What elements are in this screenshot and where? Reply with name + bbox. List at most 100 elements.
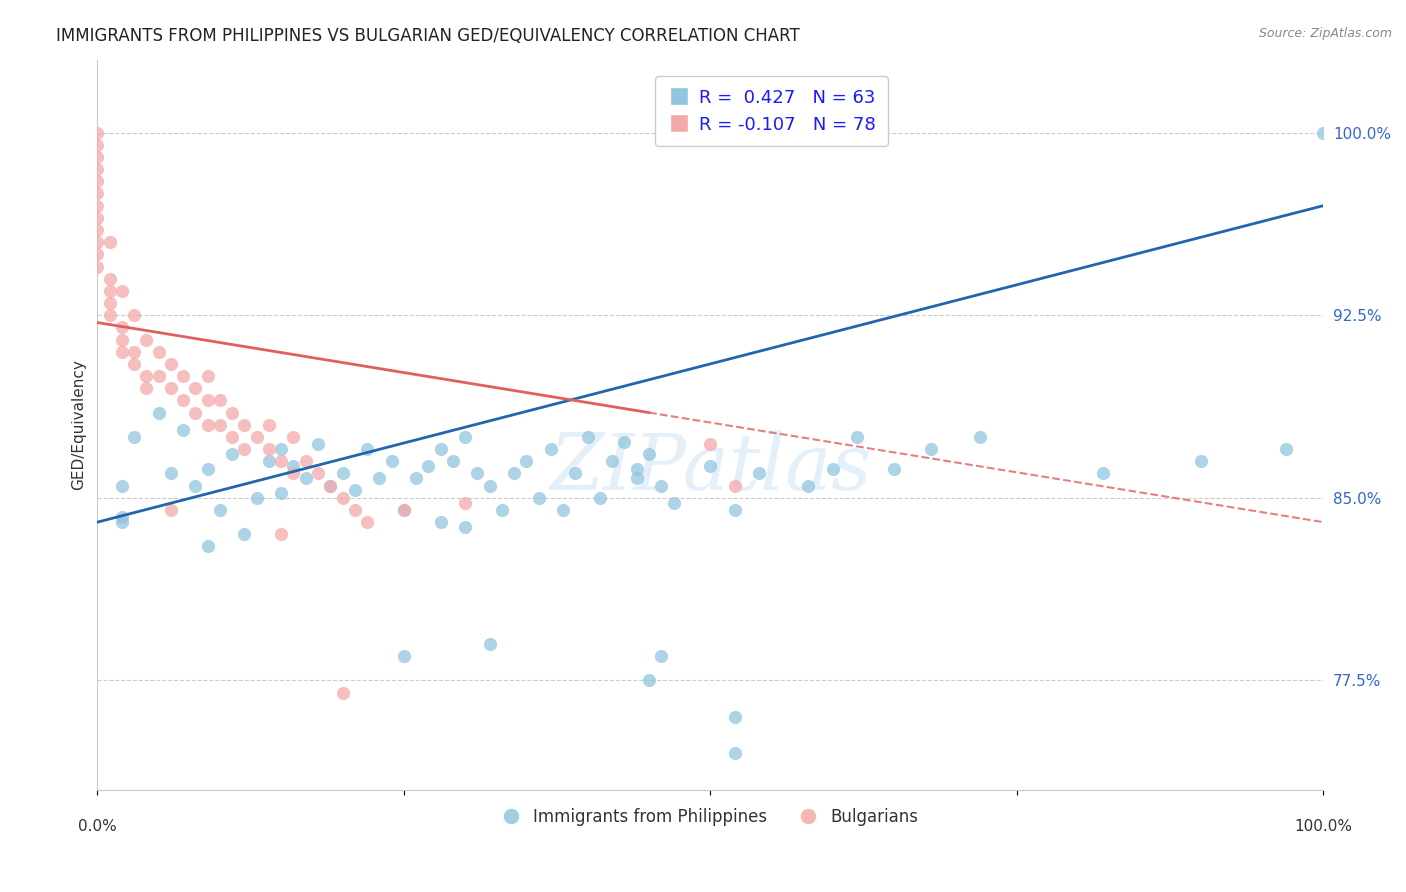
Point <box>381 454 404 468</box>
Point <box>650 478 672 492</box>
Point <box>429 442 451 456</box>
Point <box>98 271 121 285</box>
Point <box>111 320 134 334</box>
Point <box>221 447 243 461</box>
Point <box>1189 454 1212 468</box>
Point <box>368 471 391 485</box>
Point <box>148 406 170 420</box>
Point <box>86 150 108 164</box>
Point <box>86 186 108 201</box>
Point <box>332 491 354 505</box>
Point <box>160 381 183 395</box>
Point <box>626 461 648 475</box>
Point <box>197 393 219 408</box>
Point <box>160 503 183 517</box>
Point <box>135 381 157 395</box>
Point <box>208 393 231 408</box>
Point <box>122 430 145 444</box>
Point <box>589 491 612 505</box>
Point <box>356 515 378 529</box>
Point <box>467 467 489 481</box>
Point <box>1275 442 1298 456</box>
Point <box>405 471 427 485</box>
Point <box>724 478 747 492</box>
Point <box>392 503 415 517</box>
Point <box>307 467 329 481</box>
Point <box>172 423 194 437</box>
Point <box>257 442 280 456</box>
Point <box>441 454 464 468</box>
Point <box>283 430 305 444</box>
Point <box>503 467 526 481</box>
Point <box>257 454 280 468</box>
Point <box>491 503 513 517</box>
Point <box>540 442 562 456</box>
Point <box>699 437 721 451</box>
Point <box>257 417 280 432</box>
Point <box>86 235 108 250</box>
Point <box>846 430 869 444</box>
Point <box>600 454 623 468</box>
Point <box>1091 467 1114 481</box>
Point <box>343 503 366 517</box>
Point <box>626 471 648 485</box>
Point <box>98 235 121 250</box>
Point <box>246 430 269 444</box>
Point <box>576 430 599 444</box>
Point <box>515 454 537 468</box>
Point <box>172 393 194 408</box>
Point <box>724 710 747 724</box>
Point <box>294 471 316 485</box>
Text: Source: ZipAtlas.com: Source: ZipAtlas.com <box>1258 27 1392 40</box>
Point <box>478 637 501 651</box>
Point <box>86 126 108 140</box>
Point <box>160 467 183 481</box>
Point <box>1312 126 1334 140</box>
Point <box>356 442 378 456</box>
Point <box>662 496 685 510</box>
Point <box>319 478 342 492</box>
Point <box>748 467 770 481</box>
Point <box>122 344 145 359</box>
Point <box>86 211 108 225</box>
Point <box>111 515 134 529</box>
Point <box>283 467 305 481</box>
Point <box>86 223 108 237</box>
Point <box>920 442 942 456</box>
Point <box>478 478 501 492</box>
Point <box>638 447 661 461</box>
Point <box>135 369 157 384</box>
Point <box>86 199 108 213</box>
Point <box>392 503 415 517</box>
Text: 100.0%: 100.0% <box>1295 819 1353 834</box>
Point <box>148 369 170 384</box>
Point <box>111 510 134 524</box>
Point <box>724 503 747 517</box>
Point <box>86 247 108 261</box>
Point <box>184 381 207 395</box>
Point <box>197 369 219 384</box>
Point <box>294 454 316 468</box>
Point <box>122 357 145 371</box>
Point <box>883 461 905 475</box>
Point <box>418 459 440 474</box>
Point <box>98 308 121 322</box>
Point <box>724 747 747 761</box>
Point <box>221 406 243 420</box>
Text: IMMIGRANTS FROM PHILIPPINES VS BULGARIAN GED/EQUIVALENCY CORRELATION CHART: IMMIGRANTS FROM PHILIPPINES VS BULGARIAN… <box>56 27 800 45</box>
Point <box>454 496 477 510</box>
Point <box>233 527 256 541</box>
Point <box>246 491 269 505</box>
Point <box>233 442 256 456</box>
Point <box>454 520 477 534</box>
Legend: Immigrants from Philippines, Bulgarians: Immigrants from Philippines, Bulgarians <box>496 801 925 833</box>
Point <box>319 478 342 492</box>
Point <box>429 515 451 529</box>
Point <box>111 333 134 347</box>
Point <box>332 467 354 481</box>
Point <box>343 483 366 498</box>
Point <box>613 434 636 449</box>
Point <box>821 461 844 475</box>
Point <box>969 430 991 444</box>
Y-axis label: GED/Equivalency: GED/Equivalency <box>72 359 86 491</box>
